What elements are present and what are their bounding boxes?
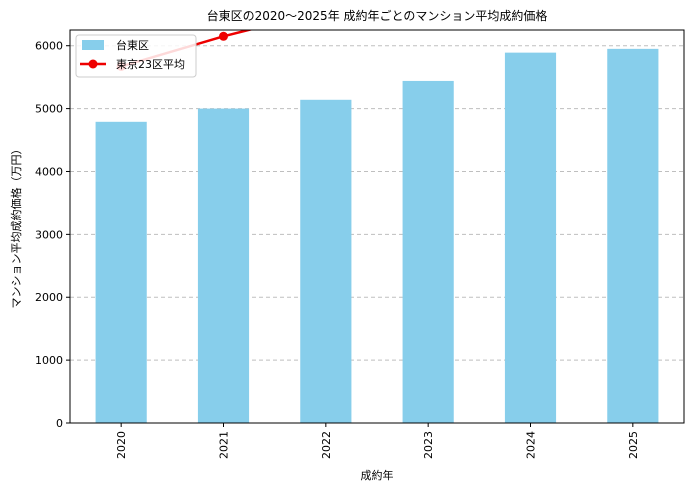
y-tick-label: 4000 xyxy=(35,165,63,178)
y-axis-label: マンション平均成約価格（万円） xyxy=(9,144,23,309)
x-tick-label: 2021 xyxy=(218,431,231,459)
x-tick-label: 2022 xyxy=(320,431,333,459)
x-tick-label: 2023 xyxy=(422,431,435,459)
bar xyxy=(300,99,352,423)
y-tick-label: 5000 xyxy=(35,103,63,116)
x-tick-label: 2024 xyxy=(525,431,538,459)
bar xyxy=(504,52,557,423)
series-line xyxy=(120,30,254,68)
x-tick-label: 2025 xyxy=(627,431,640,459)
legend-swatch-marker xyxy=(88,59,98,69)
bar xyxy=(95,121,147,423)
y-tick-label: 2000 xyxy=(35,291,63,304)
x-axis-label: 成約年 xyxy=(361,468,394,482)
legend-swatch-bar xyxy=(82,40,104,50)
y-tick-label: 6000 xyxy=(35,40,63,53)
series-point xyxy=(219,31,228,41)
bar xyxy=(607,48,659,423)
legend-label-line: 東京23区平均 xyxy=(116,57,185,71)
plot-frame xyxy=(69,29,685,424)
y-tick-label: 0 xyxy=(56,417,63,430)
legend-box xyxy=(75,34,197,78)
chart-title: 台東区の2020〜2025年 成約年ごとのマンション平均成約価格 xyxy=(207,8,548,23)
legend-label-bar: 台東区 xyxy=(116,38,149,52)
y-tick-label: 3000 xyxy=(35,228,63,241)
y-tick-label: 1000 xyxy=(35,354,63,367)
legend: 台東区 東京23区平均 xyxy=(75,34,197,78)
bar xyxy=(197,108,250,423)
bar xyxy=(402,80,454,423)
x-tick-label: 2020 xyxy=(115,431,128,459)
bar-layer xyxy=(95,48,659,423)
axis-layer: 0 1000 2000 3000 4000 5000 6000 2020 2021 2022 202… xyxy=(35,40,640,459)
